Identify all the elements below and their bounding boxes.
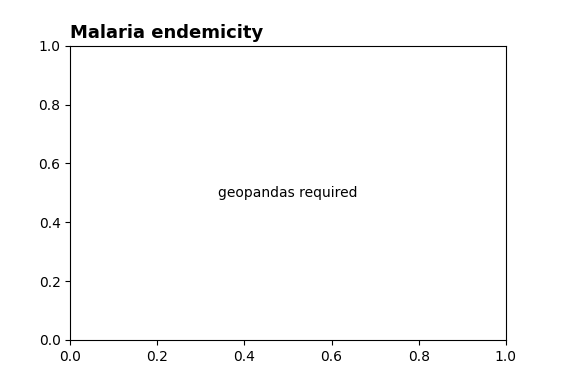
Text: Malaria endemicity: Malaria endemicity <box>70 24 264 42</box>
Text: geopandas required: geopandas required <box>218 186 358 200</box>
